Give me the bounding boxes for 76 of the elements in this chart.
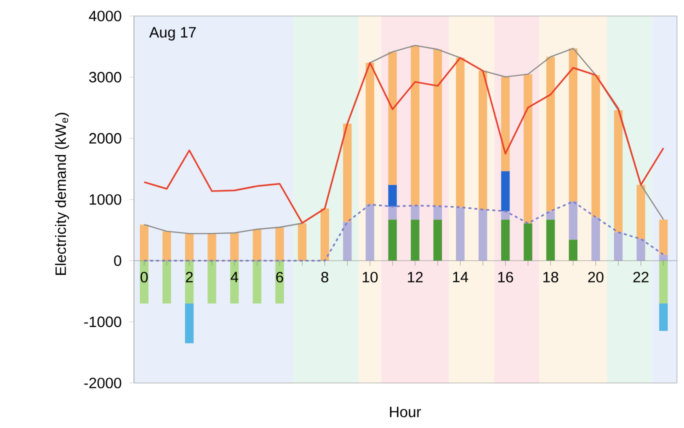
bar — [298, 223, 306, 261]
bar — [252, 260, 262, 304]
bar — [343, 222, 352, 261]
bar — [366, 204, 374, 261]
x-tick-label: 4 — [230, 272, 238, 282]
x-tick-label: 12 — [408, 272, 423, 282]
bar — [162, 260, 172, 304]
x-tick-label: 20 — [588, 272, 604, 282]
y-tick-label: -1000 — [84, 316, 122, 328]
bar — [636, 184, 646, 239]
bar — [140, 224, 148, 261]
x-tick-label: 14 — [453, 272, 468, 282]
bar — [366, 62, 374, 205]
bar — [162, 231, 172, 261]
bar — [388, 220, 397, 261]
bar — [433, 206, 442, 220]
y-tick-label: 1000 — [90, 194, 122, 205]
bar — [636, 238, 646, 261]
bar — [208, 234, 216, 261]
x-tick-label: 16 — [498, 272, 514, 282]
bar — [546, 56, 555, 212]
x-tick-label: 22 — [633, 272, 648, 282]
bar — [343, 124, 352, 222]
x-tick-label: 0 — [140, 272, 148, 282]
bar — [501, 76, 510, 172]
bar — [478, 210, 488, 261]
bar — [456, 58, 465, 208]
bar — [501, 211, 510, 220]
bar — [591, 217, 600, 261]
bar — [659, 303, 668, 331]
x-tick-label: 18 — [543, 272, 558, 282]
bar — [659, 220, 668, 255]
annotation: Aug 17 — [149, 27, 196, 41]
x-tick-label: 2 — [186, 272, 193, 282]
bar — [433, 220, 442, 261]
bar — [388, 52, 397, 185]
y-tick-label: 0 — [114, 255, 122, 266]
bar — [388, 206, 397, 220]
bar — [456, 207, 465, 261]
bar — [478, 70, 488, 210]
bar — [501, 171, 510, 212]
y-tick-label: 3000 — [89, 72, 122, 82]
x-tick-label: 6 — [276, 272, 284, 282]
bar — [659, 260, 668, 304]
bar — [614, 110, 623, 232]
bar — [410, 205, 420, 220]
y-tick-label: 4000 — [88, 10, 122, 22]
bar — [230, 260, 239, 304]
bar — [659, 254, 668, 261]
bar — [591, 75, 600, 218]
bar — [433, 49, 442, 206]
x-tick-label: 10 — [362, 272, 378, 282]
bar — [546, 211, 555, 220]
bar — [614, 232, 623, 261]
bar — [185, 234, 194, 261]
bar — [568, 202, 578, 240]
bar — [568, 48, 578, 202]
bar — [388, 184, 397, 207]
bar — [546, 220, 555, 261]
bar — [252, 229, 262, 261]
x-tick-label: 8 — [321, 272, 328, 282]
bar — [230, 232, 239, 261]
bar — [524, 74, 532, 224]
x-axis-title: Hour — [390, 406, 421, 418]
bar — [568, 240, 578, 261]
bar — [275, 227, 284, 261]
bar — [410, 45, 420, 206]
y-axis-title: Electricity demand (kW$_{e}$) — [55, 112, 69, 275]
bar — [501, 220, 510, 261]
y-tick-label: -2000 — [84, 378, 122, 388]
bar — [185, 303, 194, 344]
bar — [320, 208, 330, 261]
bar — [524, 223, 532, 261]
y-tick-label: 2000 — [89, 133, 122, 144]
bar — [208, 260, 216, 304]
bar — [410, 220, 420, 261]
